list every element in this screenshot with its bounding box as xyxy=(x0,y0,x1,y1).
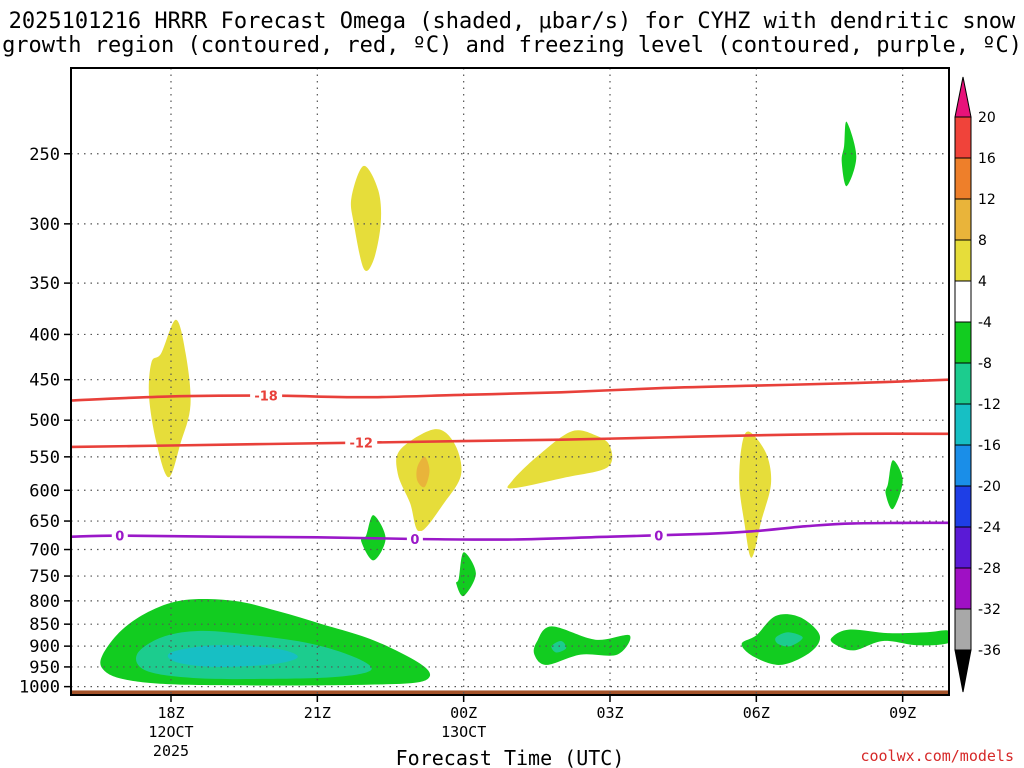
terrain-surface xyxy=(71,690,949,695)
colorbar-swatch-10 xyxy=(954,526,972,569)
y-tick-label-250: 250 xyxy=(29,145,60,165)
contour-line--18 xyxy=(71,378,949,402)
x-tick-label-06Z: 06Z xyxy=(743,704,770,722)
x-axis-label: Forecast Time (UTC) xyxy=(396,746,625,768)
y-tick-label-450: 450 xyxy=(29,371,60,391)
colorbar-tick-10: -24 xyxy=(978,520,1001,536)
colorbar-tick-3: 8 xyxy=(978,233,987,249)
x-tick-label-03Z: 03Z xyxy=(596,704,623,722)
credit-text: coolwx.com/models xyxy=(860,747,1014,765)
freezing-label-0-bg xyxy=(406,530,423,547)
colorbar-tick-7: -12 xyxy=(978,397,1001,413)
colorbar-tick-11: -28 xyxy=(978,561,1001,577)
omega-region-5 xyxy=(396,429,462,532)
omega-region-8 xyxy=(739,431,772,558)
y-tick-label-600: 600 xyxy=(29,481,60,501)
freezing-label-0: 0 xyxy=(410,533,419,548)
x-tick-label-00Z: 00Z xyxy=(450,704,477,722)
omega-region-12 xyxy=(551,640,567,653)
colorbar-tick-1: 16 xyxy=(978,151,996,167)
colorbar: 20 16 12 8 4 -4 -8 -12 -16 -20 -24 -28 -32 -36 xyxy=(954,76,1001,693)
colorbar-tick-2: 12 xyxy=(978,192,996,208)
omega-region-7 xyxy=(507,430,613,489)
contour-line-0 xyxy=(71,521,949,541)
colorbar-tick-12: -32 xyxy=(978,602,1001,618)
x-tick-label-18Z: 18Z xyxy=(157,704,184,722)
y-tick-label-800: 800 xyxy=(29,592,60,612)
colorbar-top-arrow xyxy=(954,76,972,118)
omega-region-17 xyxy=(885,460,903,510)
x-tick-date-00Z: 13OCT xyxy=(441,723,486,741)
y-tick-label-400: 400 xyxy=(29,325,60,345)
contour-label-0-bg xyxy=(111,527,128,544)
y-tick-label-900: 900 xyxy=(29,637,60,657)
y-tick-label-750: 750 xyxy=(29,567,60,587)
freezing-label-1: 0 xyxy=(654,529,663,544)
chart-title-line2: growth region (contoured, red, ºC) and f… xyxy=(2,33,1022,58)
chart-title-line1: 2025101216 HRRR Forecast Omega (shaded, … xyxy=(9,9,1016,34)
y-tick-label-500: 500 xyxy=(29,411,60,431)
colorbar-swatch-11 xyxy=(954,567,972,610)
colorbar-tick-9: -20 xyxy=(978,479,1001,495)
colorbar-tick-13: -36 xyxy=(978,643,1001,659)
contour-label--12: -12 xyxy=(349,437,373,452)
colorbar-tick-0: 20 xyxy=(978,110,996,126)
omega-region-3 xyxy=(148,319,191,478)
x-tick-label-09Z: 09Z xyxy=(889,704,916,722)
plot-frame xyxy=(70,67,950,696)
contour-label--12-bg xyxy=(345,434,378,451)
x-tick-date-18Z: 12OCT xyxy=(148,723,193,741)
omega-region-15 xyxy=(830,629,949,651)
contour-line--12 xyxy=(71,432,949,449)
colorbar-swatch-6 xyxy=(954,362,972,405)
colorbar-swatch-2 xyxy=(954,198,972,241)
y-tick-label-550: 550 xyxy=(29,448,60,468)
y-tick-label-350: 350 xyxy=(29,274,60,294)
colorbar-tick-5: -4 xyxy=(978,315,992,331)
omega-region-2 xyxy=(167,645,298,667)
freezing-label-1-bg xyxy=(650,527,667,544)
x-tick-year-18Z: 2025 xyxy=(153,742,189,760)
contour-label--18-bg xyxy=(250,387,283,404)
y-tick-label-700: 700 xyxy=(29,541,60,561)
omega-region-11 xyxy=(533,626,631,665)
y-tick-label-950: 950 xyxy=(29,658,60,678)
omega-region-16 xyxy=(841,121,857,187)
omega-region-14 xyxy=(775,632,803,647)
contour-label--18: -18 xyxy=(254,390,278,405)
colorbar-tick-6: -8 xyxy=(978,356,992,372)
colorbar-swatch-0 xyxy=(954,116,972,159)
colorbar-swatch-12 xyxy=(954,608,972,651)
y-tick-label-850: 850 xyxy=(29,615,60,635)
colorbar-swatch-1 xyxy=(954,157,972,200)
y-tick-label-300: 300 xyxy=(29,215,60,235)
y-tick-label-1000: 1000 xyxy=(19,678,60,698)
colorbar-swatch-9 xyxy=(954,485,972,528)
colorbar-swatch-7 xyxy=(954,403,972,446)
y-tick-label-650: 650 xyxy=(29,512,60,532)
colorbar-swatch-3 xyxy=(954,239,972,282)
colorbar-swatch-4 xyxy=(954,280,972,323)
contour-label-0: 0 xyxy=(115,530,124,545)
omega-region-4 xyxy=(350,165,382,271)
colorbar-bottom-arrow xyxy=(954,649,972,693)
x-tick-label-21Z: 21Z xyxy=(304,704,331,722)
colorbar-tick-4: 4 xyxy=(978,274,987,290)
omega-region-10 xyxy=(456,552,476,597)
colorbar-swatch-5 xyxy=(954,321,972,364)
colorbar-swatch-8 xyxy=(954,444,972,487)
colorbar-tick-8: -16 xyxy=(978,438,1001,454)
omega-region-6 xyxy=(416,456,430,488)
